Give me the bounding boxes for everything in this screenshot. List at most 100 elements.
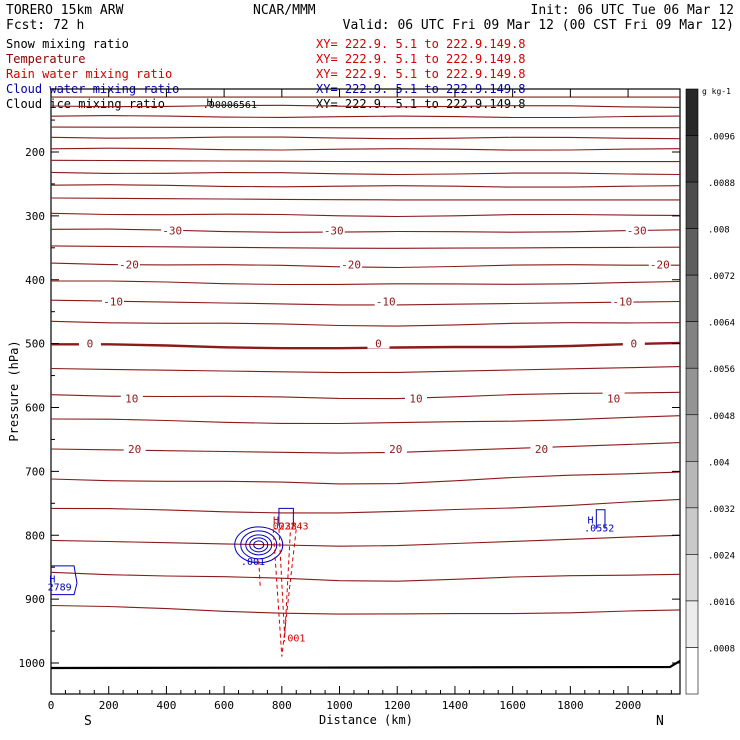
contour-label-bg [120, 392, 143, 404]
contour-label: -30 [162, 225, 182, 238]
x-tick-label: 1600 [499, 699, 526, 712]
contour-label-bg [322, 224, 345, 236]
org-label: NCAR/MMM [253, 3, 316, 18]
x-tick-label: 1000 [326, 699, 353, 712]
temperature-contour-5 [51, 366, 680, 374]
y-tick-label: 1000 [19, 657, 46, 670]
legend-cloud-ice-xy: XY= 222.9. 5.1 to 222.9.149.8 [316, 97, 526, 111]
annotation-label: 2789 [48, 582, 72, 593]
temperature-contour-25 [51, 471, 680, 485]
temperature-contour-0 [51, 341, 680, 350]
temperature-contour--25 [51, 245, 680, 249]
colorbar-box [685, 600, 699, 648]
contour-label: 10 [125, 393, 138, 406]
y-tick-label: 300 [25, 210, 45, 223]
south-label: S [84, 714, 92, 729]
colorbar-box [685, 461, 699, 509]
contour-label: 0 [375, 338, 382, 351]
colorbar-label: .0096 [708, 133, 735, 143]
temperature-contour-30 [51, 498, 680, 514]
legend-temperature-xy: XY= 222.9. 5.1 to 222.9.149.8 [316, 52, 526, 66]
temperature-contour--15 [51, 280, 680, 286]
colorbar-label: .0064 [708, 319, 735, 329]
colorbar-box [685, 321, 699, 369]
legend-temperature: Temperature [6, 52, 85, 66]
rain-contour-outer [272, 528, 297, 657]
temperature-contour-35 [51, 534, 680, 547]
colorbar-label: .004 [708, 458, 730, 468]
temperature-contour--52 [51, 126, 680, 129]
y-tick-label: 700 [25, 465, 45, 478]
colorbar-label: .0072 [708, 272, 735, 282]
plot-frame [50, 88, 681, 695]
contour-label: -20 [119, 258, 139, 271]
cloud-water-contour-4 [249, 537, 269, 553]
temperature-contour--10 [51, 299, 680, 306]
temperature-contour--42 [51, 184, 680, 188]
cloud-water-contour-left [51, 565, 78, 596]
temperature-contour-40 [51, 571, 680, 582]
colorbar-label: .0048 [708, 412, 735, 422]
x-axis-title: Distance (km) [319, 713, 413, 727]
temperature-contour--35 [51, 212, 680, 218]
annotation-label: .00006561 [203, 100, 257, 111]
temperature-contour--54 [51, 115, 680, 119]
contour-label-bg [340, 258, 363, 270]
x-tick-label: 1400 [442, 699, 469, 712]
temperature-contour--44 [51, 171, 680, 176]
contour-label: 10 [607, 393, 620, 406]
legend-rain: Rain water mixing ratio [6, 67, 172, 81]
colorbar-box [685, 414, 699, 462]
valid-time: Valid: 06 UTC Fri 09 Mar 12 (00 CST Fri … [343, 18, 734, 33]
annotation-label: .0552 [584, 524, 614, 535]
y-tick-label: 900 [25, 593, 45, 606]
contour-label-bg [625, 224, 648, 236]
temperature-contour--40 [51, 197, 680, 201]
legend-rain-xy: XY= 222.9. 5.1 to 222.9.149.8 [316, 67, 526, 81]
colorbar-label: .0024 [708, 551, 735, 561]
contour-label-bg [648, 258, 671, 270]
y-axis-title: Pressure (hPa) [7, 340, 21, 441]
hydrometeor-features [51, 507, 606, 657]
cloud-water-contour-top [278, 507, 294, 526]
temperature-contour--48 [51, 147, 680, 151]
colorbar-box [685, 181, 699, 229]
legend: Snow mixing ratio XY= 222.9. 5.1 to 222.… [6, 37, 526, 111]
contour-label-bg [78, 337, 101, 349]
colorbar-box [685, 88, 699, 136]
colorbar-label: .0016 [708, 598, 735, 608]
y-tick-label: 800 [25, 529, 45, 542]
contour-labels: -30 -30 -30 -20 -20 -20 -10 -10 -10 0 0 0 10 10 10 20 20… [48, 98, 671, 644]
contour-label: 0 [631, 338, 638, 351]
temperature-contour--20 [51, 262, 680, 269]
colorbar-box [685, 507, 699, 555]
contour-label-bg [404, 392, 427, 404]
y-tick-label: 500 [25, 338, 45, 351]
annotation-label: H [207, 98, 213, 109]
x-tick-label: 800 [272, 699, 292, 712]
x-tick-label: 600 [214, 699, 234, 712]
y-tick-label: 600 [25, 402, 45, 415]
cloud-water-contour-2 [240, 530, 278, 560]
colorbar-box [685, 274, 699, 322]
terrain-surface-line [51, 660, 680, 670]
north-label: N [656, 714, 664, 729]
x-tick-label: 0 [48, 699, 55, 712]
annotation-label: H [273, 515, 279, 526]
contour-label: 10 [409, 393, 422, 406]
temperature-contours [51, 96, 680, 670]
temperature-contour-10 [51, 391, 680, 400]
contour-label-bg [374, 295, 397, 307]
temperature-contour-45 [51, 604, 680, 615]
x-tick-label: 1200 [384, 699, 411, 712]
contour-label-bg [367, 337, 390, 349]
contour-label: 20 [535, 443, 548, 456]
cloud-water-contour-3 [245, 534, 273, 556]
temperature-contour--50 [51, 136, 680, 140]
temperature-contour-20 [51, 442, 680, 454]
contour-label-bg [161, 224, 184, 236]
x-tick-label: 2000 [615, 699, 642, 712]
x-tick-label: 1800 [557, 699, 584, 712]
contour-label: -10 [376, 295, 396, 308]
